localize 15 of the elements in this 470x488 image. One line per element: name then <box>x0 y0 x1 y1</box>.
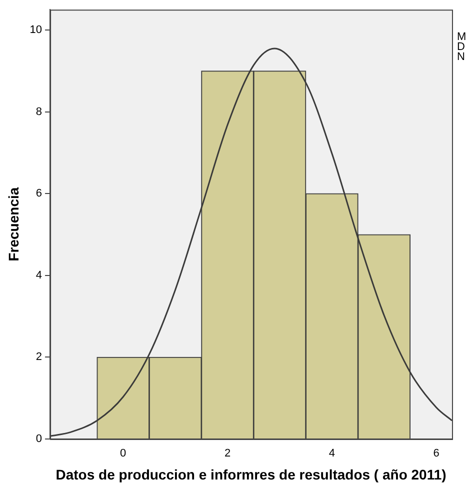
y-tick-label: 2 <box>36 351 42 364</box>
y-axis-title: Frecuencia <box>5 187 22 262</box>
x-axis-title: Datos de produccion e informres de resultados ( año 2011) <box>56 466 446 482</box>
text: N <box>457 51 465 64</box>
x-tick-label: 2 <box>224 448 231 460</box>
x-tick-label: 6 <box>433 448 440 460</box>
x-tick-label: 4 <box>328 448 335 460</box>
text: D <box>457 41 465 54</box>
y-tick-label: 10 <box>30 24 42 36</box>
x-tick-label: 0 <box>120 448 126 460</box>
y-tick-label: 8 <box>36 106 42 118</box>
y-tick-label: 6 <box>36 188 42 200</box>
y-tick-label: 0 <box>36 433 42 446</box>
text: M <box>457 31 466 44</box>
y-tick-label: 4 <box>36 269 42 282</box>
